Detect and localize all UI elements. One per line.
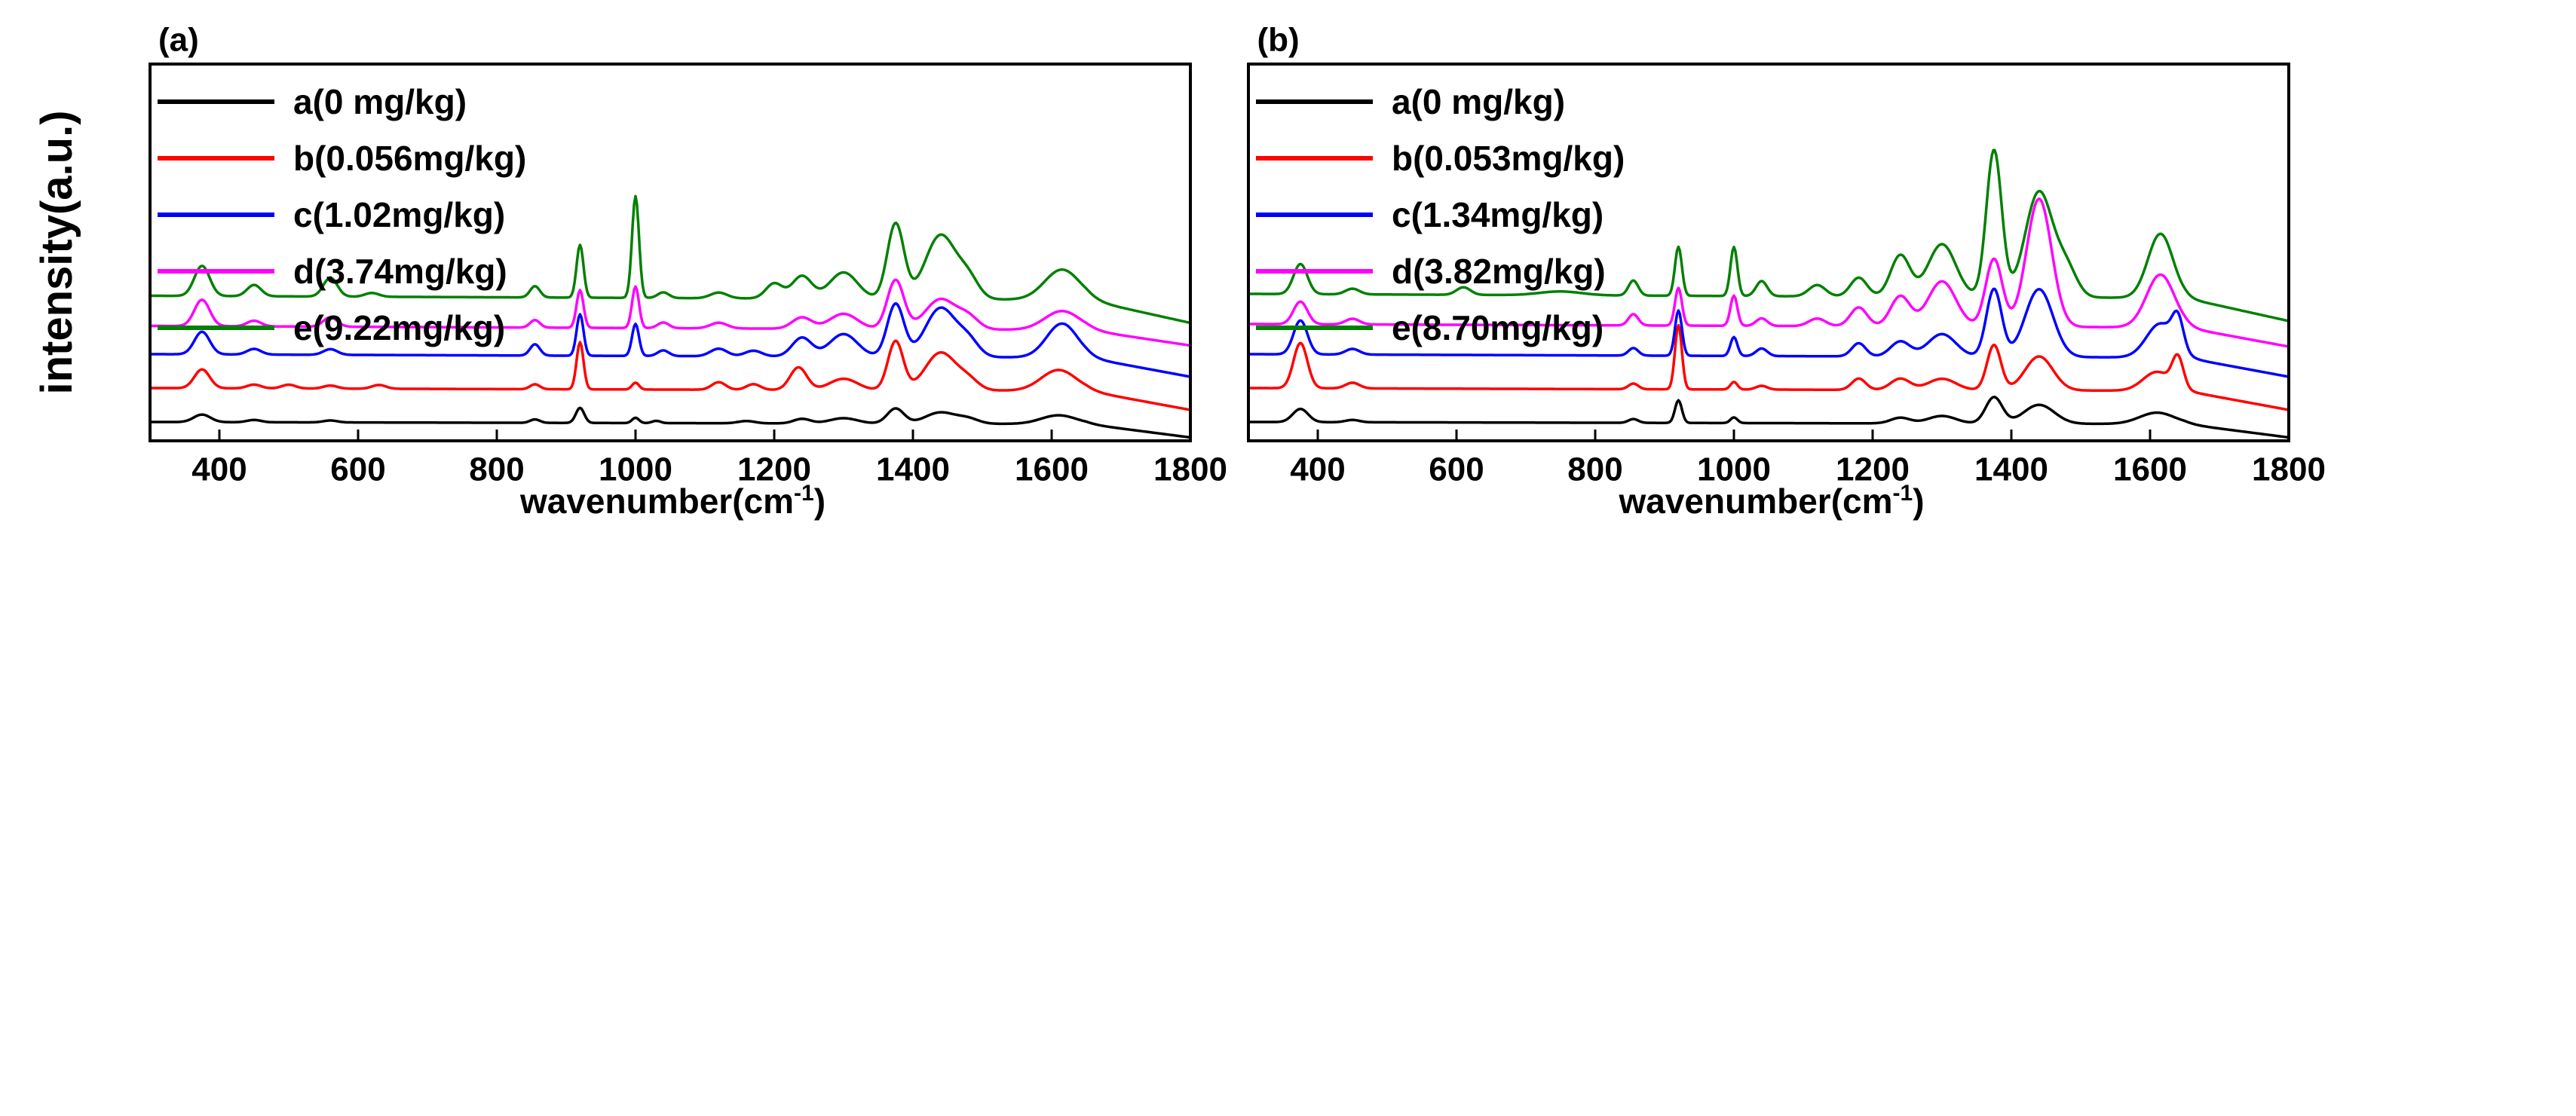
panel-a-label: (a) (158, 22, 199, 59)
panel-b-x-ticks: 400 600 800 1000 1200 1400 1600 1800 (1290, 430, 2326, 488)
legend-label-c: c(1.02mg/kg) (293, 195, 505, 234)
y-axis-label: intensity(a.u.) (32, 110, 81, 394)
panel-b-plot-area (1248, 148, 2290, 439)
panel-a: (a) a(0 mg/kg) b(0.056mg/kg) c(1.02mg/kg) d… (149, 22, 1227, 521)
x-tick-label: 1400 (876, 451, 950, 488)
panel-a-legend: a(0 mg/kg) b(0.056mg/kg) c(1.02mg/kg) d(3.7… (158, 82, 526, 347)
legend-label-e: e(9.22mg/kg) (293, 308, 505, 347)
panel-a-x-axis-title: wavenumber(cm-1) (519, 481, 825, 521)
x-tick-label: 800 (1567, 451, 1622, 488)
legend-label-c: c(1.34mg/kg) (1392, 195, 1603, 234)
x-tick-label: 1000 (1697, 451, 1771, 488)
panel-b-frame (1247, 63, 2290, 442)
legend-label-b: b(0.053mg/kg) (1392, 139, 1625, 178)
series-line-b (150, 339, 1191, 411)
legend-label-d: d(3.74mg/kg) (293, 252, 507, 291)
x-tick-label: 1400 (1974, 451, 2048, 488)
x-tick-label: 1000 (599, 451, 672, 488)
series-line-a (1248, 396, 2290, 439)
x-tick-label: 400 (191, 451, 247, 488)
legend-label-a: a(0 mg/kg) (1392, 82, 1565, 121)
legend-label-a: a(0 mg/kg) (293, 82, 467, 121)
series-line-e (1248, 148, 2290, 323)
x-tick-label: 800 (469, 451, 524, 488)
series-line-a (150, 406, 1191, 439)
series-line-d (150, 278, 1191, 347)
x-tick-label: 1800 (2252, 451, 2326, 488)
panel-a-plot-area (150, 194, 1191, 439)
panel-b-label: (b) (1257, 22, 1300, 59)
legend-label-e: e(8.70mg/kg) (1392, 308, 1603, 347)
series-line-d (1248, 197, 2290, 348)
x-tick-label: 600 (1429, 451, 1484, 488)
x-tick-label: 1200 (1836, 451, 1910, 488)
x-tick-label: 400 (1290, 451, 1345, 488)
x-tick-label: 1200 (737, 451, 811, 488)
series-line-b (1248, 323, 2290, 411)
panel-b-x-axis-title: wavenumber(cm-1) (1618, 481, 1924, 521)
series-line-c (150, 302, 1191, 378)
panel-b: (b) a(0 mg/kg) b(0.053mg/kg) c(1.34mg/kg) d… (1247, 22, 2326, 521)
x-tick-label: 1800 (1153, 451, 1227, 488)
series-line-e (150, 194, 1191, 325)
legend-label-d: d(3.82mg/kg) (1392, 252, 1606, 291)
x-tick-label: 600 (330, 451, 385, 488)
legend-label-b: b(0.056mg/kg) (293, 139, 526, 178)
x-tick-label: 1600 (1015, 451, 1089, 488)
panel-b-legend: a(0 mg/kg) b(0.053mg/kg) c(1.34mg/kg) d(3.8… (1256, 82, 1625, 347)
x-tick-label: 1600 (2113, 451, 2187, 488)
series-line-c (1248, 287, 2290, 378)
panel-a-frame (149, 63, 1192, 442)
panel-a-x-ticks: 400 600 800 1000 1200 1400 1600 1800 (191, 430, 1227, 488)
